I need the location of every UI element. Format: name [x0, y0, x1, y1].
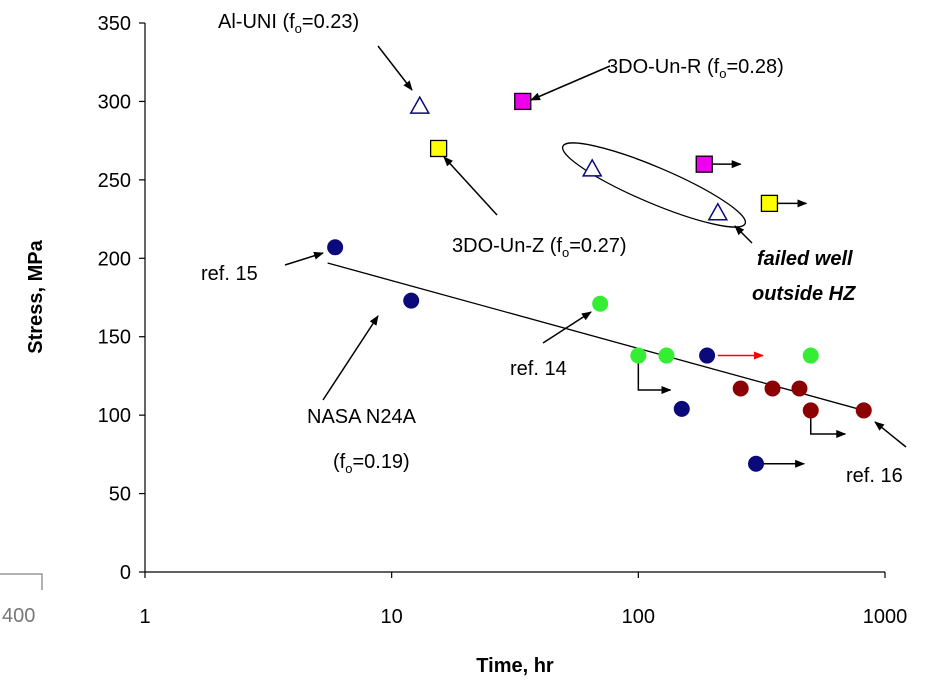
y-tick-label: 150: [98, 327, 131, 349]
x-axis-title: Time, hr: [476, 655, 554, 677]
data-point-circle: [802, 347, 819, 364]
x-tick-label: 10: [381, 606, 403, 628]
data-point-circle: [732, 380, 749, 397]
label-nasa-line1: NASA N24A: [307, 406, 417, 428]
label-ref14: ref. 14: [510, 358, 567, 380]
data-point-square: [429, 139, 448, 158]
axes: 0 50 100 150 200 250 300 350 1 10 100 1000 Time, h…: [25, 13, 907, 677]
arrow-al-uni: [377, 45, 413, 91]
runout-arrows: [637, 160, 847, 468]
label-3do-un-r: 3DO-Un-R (fo=0.28): [607, 56, 784, 81]
data-point-circle: [658, 347, 675, 364]
x-tick-label: 1: [139, 606, 150, 628]
x-ticks: 1 10 100 1000: [139, 572, 907, 628]
highlight-ellipse: [561, 142, 747, 228]
y-tick-label: 300: [98, 91, 131, 113]
y-axis-title: Stress, MPa: [25, 239, 47, 353]
data-markers: [327, 92, 872, 472]
y-tick-label: 100: [98, 405, 131, 427]
elbow-runout-arrow: [637, 363, 672, 395]
y-ticks: 0 50 100 150 200 250 300 350: [98, 13, 145, 584]
label-al-uni: Al-UNI (fo=0.23): [218, 11, 359, 36]
data-point-circle: [327, 239, 344, 256]
arrow-nasa: [322, 315, 379, 401]
data-point-triangle: [409, 95, 431, 114]
label-3do-un-z: 3DO-Un-Z (fo=0.27): [452, 235, 627, 260]
data-point-circle: [592, 295, 609, 312]
data-point-circle: [855, 402, 872, 419]
label-failed-line1: failed well: [757, 248, 853, 270]
data-point-circle: [748, 455, 765, 472]
data-point-circle: [673, 400, 690, 417]
label-failed-line2: outside HZ: [752, 283, 856, 305]
label-ref16: ref. 16: [846, 465, 903, 487]
data-point-circle: [403, 292, 420, 309]
label-nasa-line2: (fo=0.19): [333, 451, 410, 476]
arrow-failed: [734, 225, 753, 244]
arrow-3do-z: [443, 156, 498, 216]
annotation-arrows: [284, 45, 907, 448]
data-point-circle: [699, 347, 716, 364]
annotations: Al-UNI (fo=0.23) 3DO-Un-R (fo=0.28) 3DO-…: [201, 11, 903, 487]
data-point-circle: [802, 402, 819, 419]
fragment-label: 400: [2, 605, 35, 627]
data-point-square: [760, 194, 779, 213]
label-ref15: ref. 15: [201, 263, 258, 285]
y-tick-label: 250: [98, 170, 131, 192]
x-tick-label: 100: [622, 606, 655, 628]
arrow-3do-r: [530, 65, 611, 101]
y-tick-label: 350: [98, 13, 131, 35]
data-point-circle: [630, 347, 647, 364]
y-tick-label: 0: [120, 562, 131, 584]
x-tick-label: 1000: [863, 606, 908, 628]
data-point-triangle: [581, 158, 603, 177]
arrow-ref14: [542, 311, 592, 344]
arrow-ref15: [284, 251, 324, 266]
data-point-triangle: [707, 202, 729, 221]
data-point-circle: [764, 380, 781, 397]
data-point-square: [695, 155, 713, 173]
elbow-runout-arrow: [809, 418, 847, 438]
arrow-ref16: [874, 421, 907, 448]
y-tick-label: 200: [98, 248, 131, 270]
data-point-square: [514, 92, 532, 111]
data-point-circle: [791, 380, 808, 397]
y-tick-label: 50: [109, 484, 131, 506]
neighbor-figure-fragment: 400: [0, 573, 43, 627]
